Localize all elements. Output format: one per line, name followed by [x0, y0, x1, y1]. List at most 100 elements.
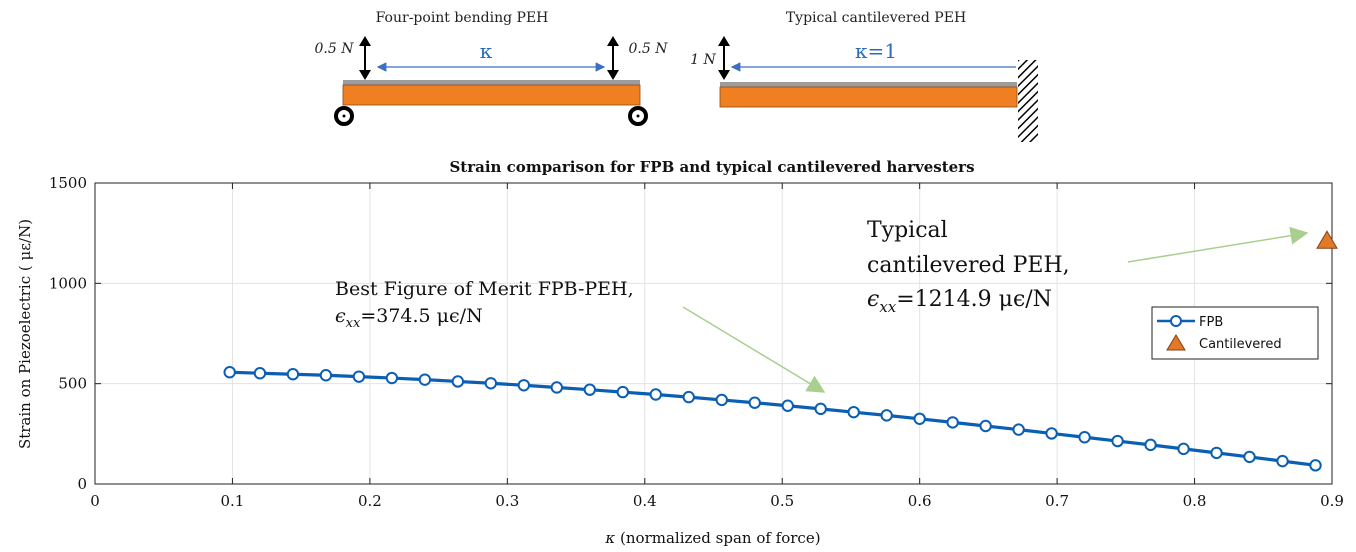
legend-item-fpb: FPB	[1157, 315, 1223, 330]
grid-lines	[95, 183, 1332, 484]
data-point	[1111, 434, 1124, 448]
series-fpb	[223, 366, 1322, 472]
cant-span-label: κ=1	[855, 39, 897, 63]
data-point	[286, 368, 300, 381]
x-tick-label: 0	[90, 492, 100, 510]
data-point	[583, 383, 596, 396]
cant-force-arrow	[718, 36, 730, 80]
data-point	[1045, 427, 1058, 440]
data-point	[352, 370, 366, 383]
x-tick-label: 0.6	[908, 492, 932, 510]
data-point	[1144, 438, 1157, 452]
axis-ticks: 0 0.1 0.2 0.3 0.4 0.5 0.6 0.7 0.8 0.9 0 500 1000 1500	[49, 174, 1344, 510]
y-tick-label: 1500	[49, 174, 87, 192]
fpb-beam	[342, 84, 641, 106]
fpb-force-left-label: 0.5 N	[315, 41, 355, 57]
data-point	[946, 416, 959, 429]
data-point	[880, 409, 893, 422]
cant-title: Typical cantilevered PEH	[786, 10, 966, 26]
data-point	[385, 371, 399, 385]
data-point	[1078, 431, 1091, 444]
data-point	[484, 377, 498, 390]
data-point	[451, 375, 465, 388]
series-line	[229, 370, 1316, 467]
data-point	[223, 366, 236, 379]
x-axis-label-text: (normalized span of force)	[615, 529, 820, 547]
fpb-annotation-line2: ϵxx=374.5 μϵ/N	[335, 305, 483, 331]
data-point	[1316, 230, 1338, 249]
cant-annotation-line3: ϵxx=1214.9 μϵ/N	[867, 287, 1052, 316]
legend-cant-label: Cantilevered	[1199, 337, 1282, 352]
x-tick-label: 0.8	[1183, 492, 1207, 510]
cant-force-label: 1 N	[690, 52, 716, 68]
legend: FPB Cantilevered	[1151, 306, 1319, 360]
x-axis-label: κ (normalized span of force)	[604, 529, 820, 547]
data-point	[517, 379, 531, 392]
fpb-force-right-label: 0.5 N	[629, 41, 669, 57]
cant-annotation-line2: cantilevered PEH,	[867, 253, 1070, 278]
fpb-piezo-layer	[343, 80, 640, 85]
y-axis-label: Strain on Piezoelectric ( με/N)	[16, 219, 34, 449]
x-tick-label: 0.7	[1045, 492, 1069, 510]
y-tick-label: 1000	[49, 274, 87, 292]
data-point	[913, 412, 926, 425]
legend-item-cantilevered: Cantilevered	[1166, 334, 1282, 352]
legend-fpb-marker	[1170, 315, 1182, 327]
fpb-annotation-arrow	[682, 306, 826, 393]
chart-title: Strain comparison for FPB and typical ca…	[449, 158, 974, 176]
fpb-annotation: Best Figure of Merit FPB-PEH, ϵxx=374.5 …	[335, 278, 826, 393]
cant-annotation-arrow	[1127, 226, 1309, 263]
data-point	[1177, 442, 1190, 456]
data-point	[748, 396, 761, 409]
cant-epsilon-value: =1214.9 μϵ/N	[896, 287, 1052, 312]
x-axis-label-symbol: κ	[604, 529, 615, 547]
plot-area	[95, 183, 1332, 484]
data-point	[715, 393, 728, 407]
x-tick-label: 0.2	[358, 492, 382, 510]
data-point	[847, 405, 860, 419]
fpb-right-roller	[628, 106, 648, 126]
fpb-left-roller	[334, 106, 354, 126]
legend-fpb-label: FPB	[1199, 315, 1223, 330]
data-point	[1012, 423, 1025, 436]
data-point	[649, 388, 662, 401]
y-tick-label: 500	[58, 375, 87, 393]
fpb-epsilon-value: =374.5 μϵ/N	[360, 305, 482, 327]
cant-beam	[719, 86, 1018, 108]
cant-annotation-line1: Typical	[867, 218, 948, 243]
fpb-title: Four-point bending PEH	[376, 10, 549, 26]
cant-piezo-layer	[720, 82, 1017, 87]
data-point	[814, 402, 827, 416]
cant-epsilon-subscript: xx	[879, 298, 896, 316]
data-point	[253, 367, 267, 380]
y-tick-label: 0	[77, 475, 87, 493]
data-point	[781, 399, 794, 412]
data-point	[550, 381, 564, 394]
data-point	[682, 390, 695, 404]
data-point	[1243, 450, 1256, 464]
legend-cant-marker	[1166, 334, 1186, 351]
cantilever-diagram: Typical cantilevered PEH κ=1 1 N	[690, 10, 1038, 142]
cantilever-annotation: Typical cantilevered PEH, ϵxx=1214.9 μϵ/…	[867, 218, 1309, 316]
x-tick-label: 0.9	[1320, 492, 1344, 510]
data-point	[616, 385, 629, 399]
x-tick-label: 0.5	[770, 492, 794, 510]
x-tick-label: 0.1	[221, 492, 245, 510]
fpb-annotation-line1: Best Figure of Merit FPB-PEH,	[335, 278, 634, 300]
series-layer	[223, 230, 1338, 472]
series-cantilevered	[1316, 230, 1338, 249]
fpb-right-force-arrow	[607, 36, 619, 80]
data-point	[319, 369, 333, 382]
data-point	[1276, 454, 1289, 468]
fpb-epsilon: ϵ	[335, 305, 346, 327]
data-point	[1309, 459, 1322, 472]
plot-frame	[94, 182, 1333, 485]
cant-fixed-wall	[1018, 60, 1038, 142]
x-tick-label: 0.4	[633, 492, 657, 510]
fpb-diagram: Four-point bending PEH κ 0.5 N 0.5 N	[315, 10, 669, 126]
x-tick-label: 0.3	[495, 492, 519, 510]
cant-epsilon: ϵ	[867, 287, 879, 312]
fpb-left-force-arrow	[359, 36, 371, 80]
data-point	[418, 373, 432, 386]
